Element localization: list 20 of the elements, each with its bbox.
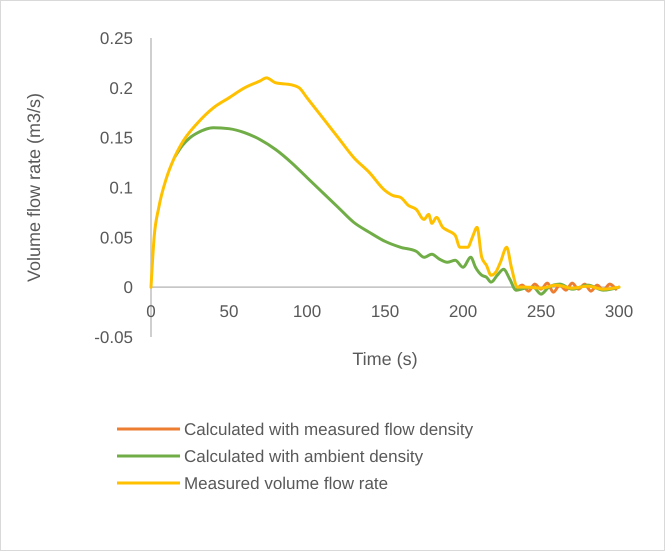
y-tick-label: 0.25: [100, 28, 133, 48]
x-tick-label: 200: [448, 302, 478, 322]
legend-label: Calculated with measured flow density: [184, 420, 474, 439]
legend-label: Measured volume flow rate: [184, 474, 388, 493]
x-tick-label: 300: [604, 302, 634, 322]
x-tick-label: 100: [292, 302, 322, 322]
y-tick-label: 0: [124, 278, 133, 298]
y-tick-label: -0.05: [94, 328, 133, 347]
line-series: [150, 76, 620, 291]
x-tick-label: 250: [526, 302, 556, 322]
x-axis-title: Time (s): [352, 349, 418, 369]
y-tick-label: 0.2: [109, 78, 133, 98]
x-tick-label: 0: [146, 302, 156, 322]
x-tick-label: 150: [370, 302, 400, 322]
y-tick-label: 0.15: [100, 128, 133, 148]
x-tick-label: 50: [220, 302, 238, 322]
y-axis-title: Volume flow rate (m3/s): [24, 92, 44, 282]
y-tick-label: 0.05: [100, 228, 133, 248]
legend-label: Calculated with ambient density: [184, 446, 424, 466]
y-tick-label: 0.1: [109, 178, 133, 198]
